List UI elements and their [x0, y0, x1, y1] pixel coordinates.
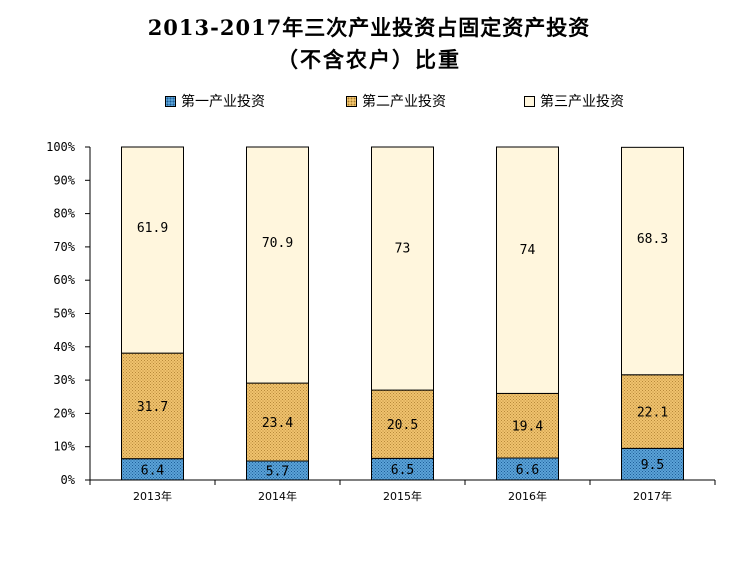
- y-tick-label: 30%: [53, 373, 75, 387]
- legend-item-tertiary: 第三产业投资: [524, 91, 624, 111]
- legend-label-secondary: 第二产业投资: [362, 94, 446, 110]
- x-tick-label: 2014年: [258, 489, 297, 503]
- bar-segment: [496, 392, 559, 459]
- legend-item-primary: 第一产业投资: [165, 91, 265, 111]
- data-label: 22.1: [637, 406, 668, 421]
- legend-label-primary: 第一产业投资: [181, 94, 265, 110]
- legend-swatch-tertiary: [524, 95, 535, 107]
- y-tick-label: 70%: [53, 240, 75, 254]
- data-label: 31.7: [137, 400, 168, 415]
- bar-segment: [121, 146, 184, 354]
- x-tick-label: 2016年: [508, 489, 547, 503]
- data-label: 6.6: [516, 463, 539, 478]
- y-tick-label: 40%: [53, 340, 75, 354]
- data-label: 61.9: [137, 221, 168, 236]
- bar-segment: [246, 382, 309, 462]
- y-tick-label: 0%: [61, 473, 76, 487]
- bar-segment: [246, 146, 309, 384]
- legend-swatch-primary: [165, 95, 176, 107]
- y-tick-label: 10%: [53, 440, 75, 454]
- legend-swatch-secondary: [346, 95, 357, 107]
- bar-segment: [121, 352, 184, 460]
- legend-label-tertiary: 第三产业投资: [540, 94, 624, 110]
- y-tick-label: 50%: [53, 307, 75, 321]
- y-tick-label: 100%: [46, 140, 76, 154]
- chart-title: 2013-2017年三次产业投资占固定资产投资: [147, 15, 591, 40]
- data-label: 6.4: [141, 463, 165, 478]
- data-label: 74: [520, 243, 536, 258]
- bar-segment: [371, 389, 434, 459]
- data-label: 20.5: [387, 418, 418, 433]
- data-label: 19.4: [512, 420, 543, 435]
- y-tick-label: 20%: [53, 406, 75, 420]
- bar-segment: [621, 146, 684, 376]
- bar-segment: [621, 374, 684, 449]
- legend: 第一产业投资 第二产业投资 第三产业投资: [0, 91, 738, 111]
- data-label: 6.5: [391, 463, 414, 478]
- x-tick-label: 2017年: [633, 489, 672, 503]
- chart-subtitle: （不含农户）比重: [277, 47, 461, 72]
- data-label: 23.4: [262, 416, 293, 431]
- y-tick-label: 90%: [53, 173, 75, 187]
- x-tick-label: 2013年: [133, 489, 172, 503]
- bar-segment: [621, 447, 684, 481]
- data-label: 68.3: [637, 232, 668, 247]
- bar-segment: [496, 146, 559, 394]
- data-label: 9.5: [641, 458, 664, 473]
- y-tick-label: 60%: [53, 273, 75, 287]
- data-label: 73: [395, 242, 411, 257]
- legend-item-secondary: 第二产业投资: [346, 91, 446, 111]
- data-label: 70.9: [262, 236, 293, 251]
- y-tick-label: 80%: [53, 207, 75, 221]
- x-tick-label: 2015年: [383, 489, 422, 503]
- data-label: 5.7: [266, 465, 289, 480]
- bar-segment: [371, 146, 434, 391]
